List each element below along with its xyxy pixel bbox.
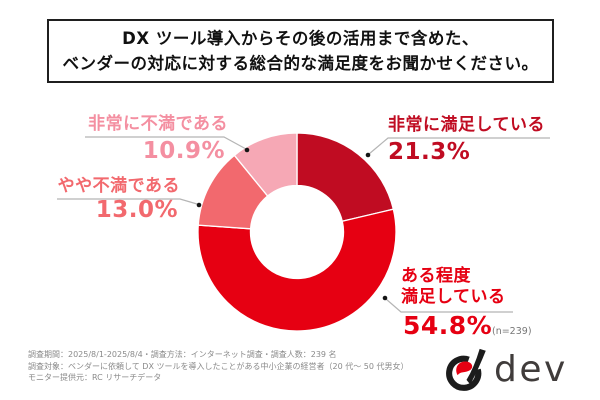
logo-checkmark-icon bbox=[446, 348, 486, 391]
donut-segment-0 bbox=[296, 132, 395, 223]
sample-size-note: (n=239) bbox=[492, 326, 532, 337]
donut-chart bbox=[197, 132, 397, 332]
label-very-dissatisfied: 非常に不満である bbox=[88, 114, 228, 134]
label-somewhat-satisfied-line2: 満足している bbox=[401, 287, 506, 307]
company-logo: dev bbox=[443, 345, 583, 393]
label-very-satisfied: 非常に満足している bbox=[388, 115, 545, 135]
label-somewhat-satisfied: ある程度 満足している bbox=[401, 266, 506, 308]
logo-text: dev bbox=[494, 348, 568, 390]
label-somewhat-dissatisfied: やや不満である bbox=[57, 176, 180, 196]
value-very-dissatisfied: 10.9% bbox=[142, 138, 225, 164]
value-somewhat-dissatisfied: 13.0% bbox=[95, 197, 178, 223]
survey-metadata: 調査期間：2025/8/1-2025/8/4・調査方法：インターネット調査・調査… bbox=[28, 349, 408, 384]
value-very-satisfied: 21.3% bbox=[388, 139, 471, 165]
survey-monitor-source: モニター提供元：RC リサーチデータ bbox=[28, 373, 162, 382]
title-line-2: ベンダーの対応に対する総合的な満足度をお聞かせください。 bbox=[62, 54, 539, 73]
label-somewhat-satisfied-line1: ある程度 bbox=[401, 266, 471, 286]
survey-target: 調査対象：ベンダーに依頼して DX ツールを導入したことがある中小企業の経営者（… bbox=[28, 361, 409, 371]
donut-segment-3 bbox=[233, 132, 298, 197]
title-line-1: DX ツール導入からその後の活用まで含めた、 bbox=[122, 29, 479, 48]
survey-question-title: DX ツール導入からその後の活用まで含めた、 ベンダーの対応に対する総合的な満足… bbox=[47, 19, 554, 83]
value-somewhat-satisfied: 54.8% bbox=[403, 311, 493, 340]
donut-segment-1 bbox=[197, 208, 397, 332]
survey-period-method: 調査期間：2025/8/1-2025/8/4・調査方法：インターネット調査・調査… bbox=[28, 350, 337, 359]
